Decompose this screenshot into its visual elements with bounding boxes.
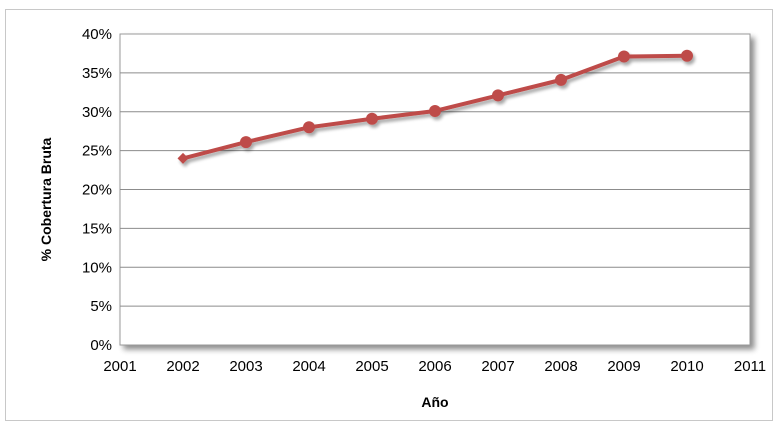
y-tick-label: 10%: [82, 259, 112, 276]
x-tick-label: 2008: [544, 358, 577, 375]
x-tick-label: 2009: [607, 358, 640, 375]
y-tick-label: 5%: [90, 298, 112, 315]
x-tick-label: 2005: [355, 358, 388, 375]
y-axis-tick-labels: 0% 5% 10% 15% 20% 25% 30% 35% 40%: [82, 26, 112, 354]
x-tick-label: 2003: [229, 358, 262, 375]
data-point-marker: [177, 152, 189, 164]
series-layer: [177, 49, 693, 164]
y-tick-label: 40%: [82, 26, 112, 43]
x-tick-label: 2011: [734, 358, 766, 375]
y-tick-label: 15%: [82, 220, 112, 237]
x-tick-label: 2001: [103, 358, 136, 375]
y-axis-title: % Cobertura Bruta: [38, 137, 54, 261]
data-point-marker: [429, 104, 441, 117]
data-point-marker: [303, 121, 315, 134]
data-point-marker: [681, 49, 693, 62]
series-group: [177, 49, 693, 164]
data-point-marker: [618, 50, 630, 63]
data-point-marker: [366, 112, 378, 125]
grid-lines: [120, 72, 750, 307]
x-tick-label: 2006: [418, 358, 451, 375]
y-tick-label: 20%: [82, 182, 112, 199]
data-point-marker: [555, 73, 567, 86]
x-tick-label: 2010: [670, 358, 703, 375]
data-point-marker: [492, 89, 504, 102]
x-tick-label: 2004: [292, 358, 325, 375]
x-tick-label: 2002: [166, 358, 199, 375]
y-tick-label: 35%: [82, 65, 112, 82]
y-tick-label: 30%: [82, 104, 112, 121]
data-point-marker: [240, 136, 252, 149]
x-axis-tick-labels: 2001 2002 2003 2004 2005 2006 2007 2008 2009 2010…: [103, 358, 766, 375]
x-axis-title: Año: [421, 394, 448, 410]
y-tick-label: 25%: [82, 143, 112, 160]
y-tick-label: 0%: [90, 337, 112, 354]
x-tick-label: 2007: [481, 358, 514, 375]
